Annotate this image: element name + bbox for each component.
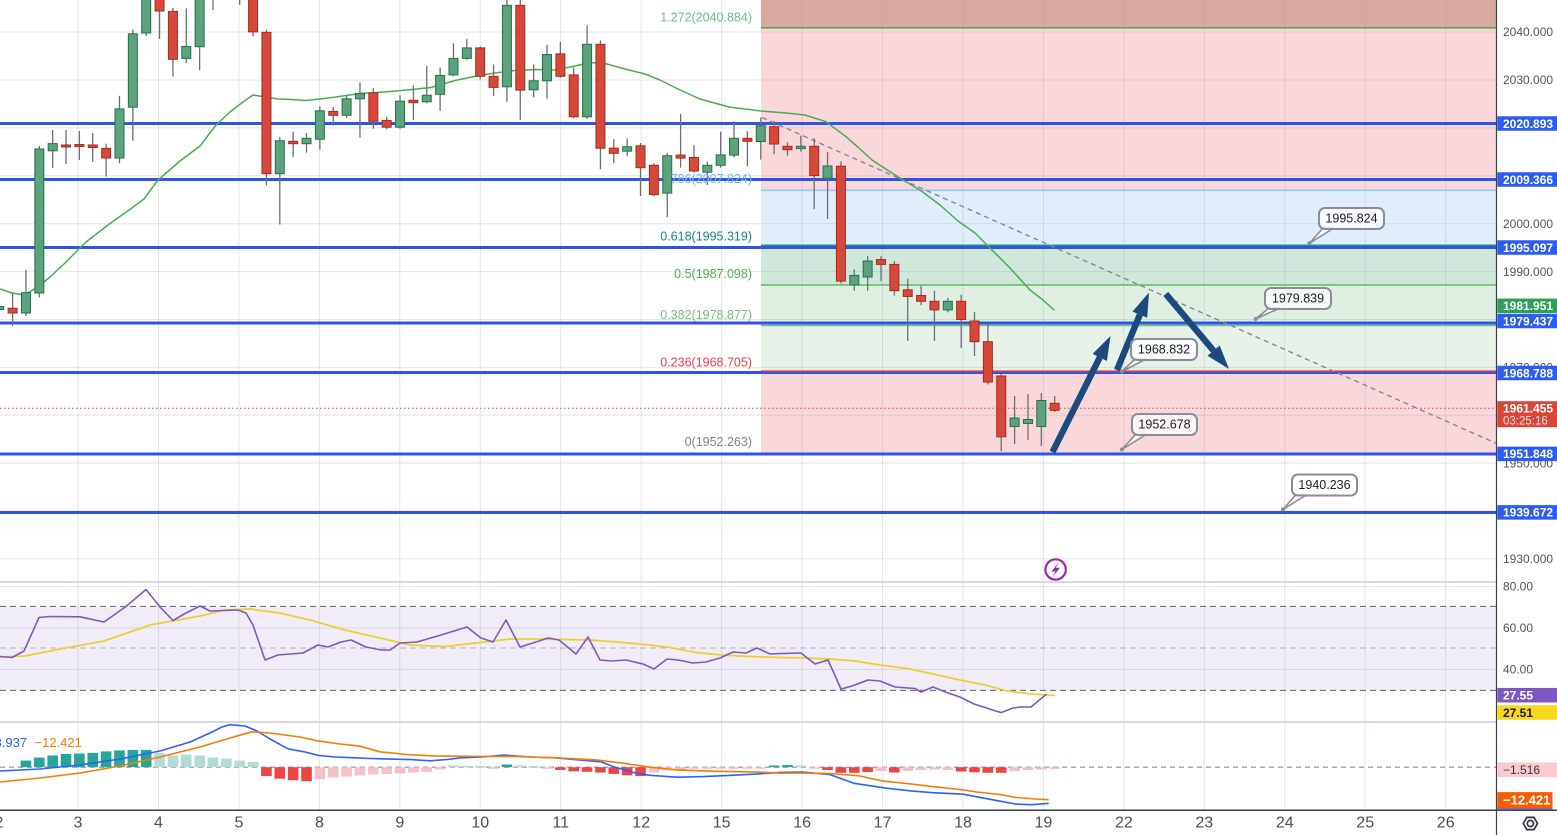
svg-text:2000.000: 2000.000 (1503, 217, 1553, 231)
svg-text:1961.455: 1961.455 (1503, 402, 1553, 416)
svg-text:1968.788: 1968.788 (1503, 366, 1553, 380)
svg-text:0.236(1968.705): 0.236(1968.705) (660, 356, 752, 370)
svg-text:11: 11 (552, 815, 569, 832)
svg-text:3.937: 3.937 (0, 735, 27, 750)
svg-text:10: 10 (471, 815, 489, 832)
svg-text:1.272(2040.884): 1.272(2040.884) (660, 11, 752, 25)
svg-text:16: 16 (793, 815, 811, 832)
svg-text:1940.236: 1940.236 (1298, 478, 1350, 492)
svg-text:−12.421: −12.421 (35, 735, 82, 750)
svg-text:8: 8 (315, 815, 324, 832)
svg-text:24: 24 (1276, 815, 1294, 832)
svg-text:2009.366: 2009.366 (1503, 173, 1553, 187)
svg-text:0(1952.263): 0(1952.263) (685, 435, 752, 449)
svg-text:1990.000: 1990.000 (1503, 265, 1553, 279)
svg-text:03:25:16: 03:25:16 (1503, 416, 1548, 428)
svg-text:0.5(1987.098): 0.5(1987.098) (674, 267, 752, 281)
svg-text:22: 22 (1115, 815, 1133, 832)
svg-text:9: 9 (395, 815, 404, 832)
svg-text:12: 12 (632, 815, 650, 832)
svg-text:0.382(1978.877): 0.382(1978.877) (660, 308, 752, 322)
svg-text:5: 5 (234, 815, 243, 832)
svg-text:26: 26 (1437, 815, 1455, 832)
svg-text:27.51: 27.51 (1503, 706, 1533, 720)
svg-text:1939.672: 1939.672 (1503, 506, 1553, 520)
svg-text:1979.437: 1979.437 (1503, 314, 1553, 328)
svg-text:17: 17 (874, 815, 892, 832)
svg-text:1968.832: 1968.832 (1138, 343, 1190, 357)
svg-text:60.00: 60.00 (1503, 621, 1533, 635)
svg-text:18: 18 (954, 815, 972, 832)
svg-text:4: 4 (154, 815, 163, 832)
svg-text:1995.824: 1995.824 (1325, 212, 1377, 226)
svg-text:1979.839: 1979.839 (1272, 292, 1324, 306)
svg-text:23: 23 (1195, 815, 1213, 832)
svg-text:15: 15 (713, 815, 731, 832)
svg-text:1951.848: 1951.848 (1503, 447, 1553, 461)
svg-text:2030.000: 2030.000 (1503, 73, 1553, 87)
svg-text:40.00: 40.00 (1503, 663, 1533, 677)
svg-text:1981.951: 1981.951 (1503, 299, 1553, 313)
svg-text:2: 2 (0, 815, 4, 832)
svg-text:2040.000: 2040.000 (1503, 25, 1553, 39)
svg-text:80.00: 80.00 (1503, 580, 1533, 594)
svg-text:1930.000: 1930.000 (1503, 552, 1553, 566)
svg-text:2020.893: 2020.893 (1503, 117, 1553, 131)
svg-text:0.618(1995.319): 0.618(1995.319) (660, 230, 752, 244)
svg-text:3: 3 (74, 815, 83, 832)
svg-text:1952.678: 1952.678 (1138, 418, 1190, 432)
svg-text:27.55: 27.55 (1503, 689, 1533, 703)
svg-text:−1.516: −1.516 (1503, 763, 1540, 777)
svg-text:.786(2007.824): .786(2007.824) (667, 172, 752, 186)
svg-text:25: 25 (1356, 815, 1374, 832)
svg-text:−12.421: −12.421 (1503, 793, 1550, 808)
svg-text:19: 19 (1035, 815, 1053, 832)
svg-text:1995.097: 1995.097 (1503, 241, 1553, 255)
